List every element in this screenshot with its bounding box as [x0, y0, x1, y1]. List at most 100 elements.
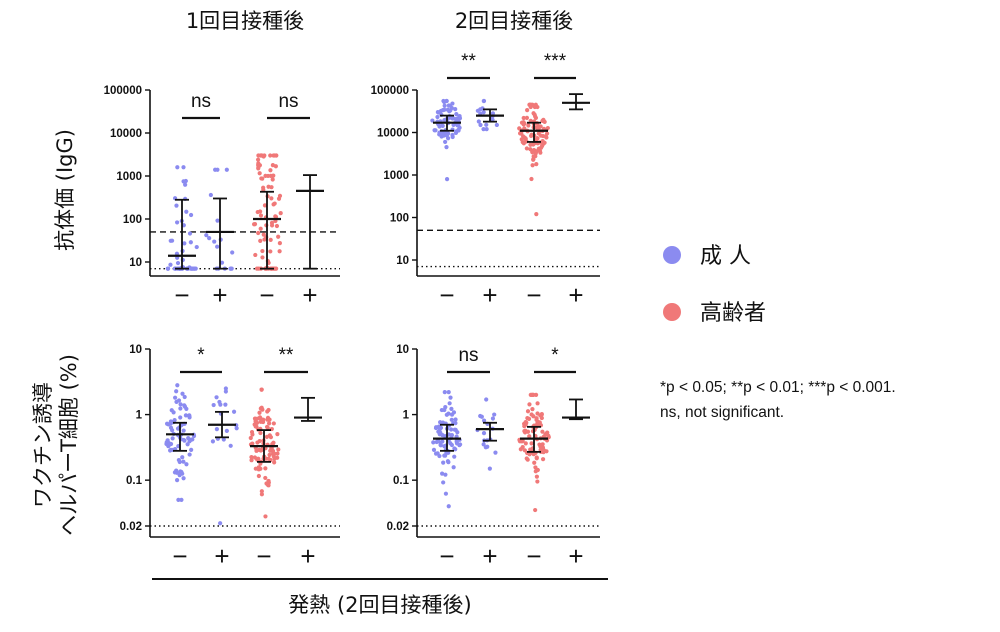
ylabel-antibody: 抗体価 (IgG)	[53, 129, 77, 251]
data-point	[487, 466, 492, 471]
data-point	[534, 162, 539, 167]
data-point	[452, 454, 457, 459]
data-point	[256, 166, 261, 171]
data-point	[208, 192, 213, 198]
significance-label: ns	[191, 91, 211, 112]
x-tick-label: +	[302, 280, 317, 310]
data-point	[447, 401, 452, 406]
legend-label-elderly: 高齢者	[700, 301, 766, 326]
data-point	[436, 110, 441, 115]
data-point	[522, 429, 527, 434]
data-point	[481, 127, 486, 132]
data-point	[490, 416, 496, 421]
data-point	[258, 238, 263, 243]
data-point	[481, 110, 486, 115]
data-point	[484, 122, 489, 127]
data-point	[451, 410, 457, 415]
data-point	[443, 472, 448, 477]
data-point	[449, 417, 454, 422]
data-point	[182, 438, 187, 443]
data-point	[210, 439, 216, 444]
data-point	[256, 230, 261, 236]
data-point	[446, 460, 451, 465]
y-tick-label: 10	[396, 255, 409, 267]
data-point	[481, 418, 487, 423]
data-point	[457, 113, 462, 119]
data-point	[532, 104, 537, 110]
data-point	[525, 409, 531, 414]
data-point	[441, 460, 446, 465]
data-point	[187, 231, 193, 236]
legend-marker-adult	[663, 246, 681, 264]
col-title-second-dose: 2回目接種後	[455, 9, 573, 33]
data-point	[531, 157, 536, 162]
data-point	[535, 401, 540, 406]
significance-label: *	[197, 345, 205, 366]
data-point	[259, 489, 264, 494]
data-point	[531, 111, 536, 116]
data-point	[530, 163, 535, 168]
data-point	[275, 432, 280, 437]
data-point	[478, 413, 483, 419]
data-point	[537, 420, 542, 425]
data-point	[523, 441, 528, 446]
data-point	[176, 497, 181, 503]
x-tick-label: −	[172, 541, 187, 571]
data-point	[255, 416, 260, 421]
data-point	[442, 107, 447, 112]
col-title-first-dose: 1回目接種後	[186, 9, 304, 33]
data-point	[189, 266, 194, 271]
data-point	[187, 452, 192, 457]
data-point	[441, 480, 446, 485]
data-point	[544, 431, 549, 436]
data-point	[184, 462, 189, 467]
y-tick-label: 0.1	[393, 475, 410, 487]
data-point	[525, 416, 530, 421]
data-point	[492, 412, 497, 417]
ylabel-tcell-line2: ヘルパーT細胞 (%)	[57, 354, 81, 536]
x-tick-label: +	[568, 541, 583, 571]
data-point	[525, 108, 530, 113]
data-point	[175, 478, 180, 483]
data-point	[266, 407, 271, 413]
data-point	[433, 425, 439, 431]
data-point	[260, 407, 265, 412]
data-point	[518, 447, 523, 452]
data-point	[481, 442, 486, 447]
data-point	[183, 413, 189, 418]
data-point	[176, 398, 182, 403]
data-point	[212, 239, 217, 244]
data-point	[168, 425, 174, 430]
data-point	[446, 390, 451, 395]
data-point	[189, 447, 194, 452]
data-point	[453, 417, 458, 422]
data-point	[453, 107, 458, 112]
data-point	[442, 103, 447, 108]
data-point	[266, 184, 271, 189]
data-point	[259, 387, 264, 392]
data-point	[537, 148, 543, 154]
data-point	[271, 421, 276, 426]
data-point	[521, 134, 526, 139]
data-point	[230, 250, 235, 255]
ylabel-tcell-line1: ワクチン誘導	[31, 382, 55, 508]
data-point	[541, 133, 546, 139]
y-tick-label: 0.02	[120, 521, 142, 533]
data-point	[185, 442, 190, 447]
data-point	[268, 153, 273, 158]
data-point	[182, 394, 187, 400]
data-point	[168, 447, 173, 452]
data-point	[258, 430, 263, 436]
data-point	[270, 163, 275, 168]
data-point	[223, 386, 228, 391]
significance-label: ns	[458, 345, 478, 366]
data-point	[259, 176, 264, 181]
y-tick-label: 100	[390, 213, 409, 225]
data-point	[166, 444, 171, 449]
data-point	[174, 389, 179, 394]
data-point	[481, 430, 487, 436]
data-point	[256, 473, 261, 479]
data-point	[254, 420, 260, 425]
